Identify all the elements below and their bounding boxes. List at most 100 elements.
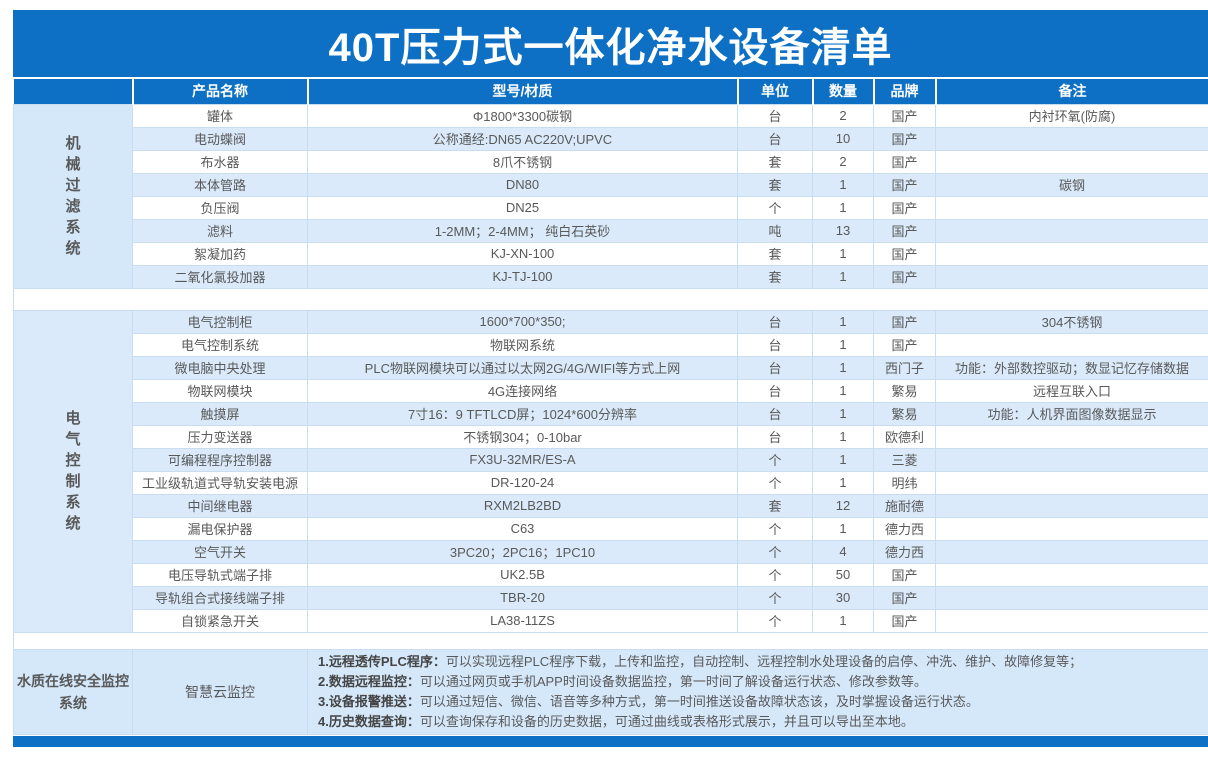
cell-unit: 个 xyxy=(737,195,813,220)
table-row: 物联网模块 4G连接网络台 1 繁易 远程互联入口 xyxy=(14,378,1208,403)
header-product-name: 产品名称 xyxy=(132,79,309,105)
cell-quantity: 1 xyxy=(812,447,874,472)
cell-unit: 个 xyxy=(737,447,813,472)
cell-quantity: 2 xyxy=(812,149,874,174)
header-quantity: 数量 xyxy=(812,79,875,105)
cell-brand: 国产 xyxy=(873,241,936,266)
cell-quantity: 1 xyxy=(812,264,874,289)
table-row: 电动蝶阀 公称通经:DN65 AC220V;UPVC 台 10 国产 xyxy=(14,126,1208,151)
cell-product-name: 布水器 xyxy=(132,149,308,174)
cell-model: C63 xyxy=(307,516,738,541)
feature-label: 2.数据远程监控： xyxy=(318,673,420,689)
cell-product-name: 智慧云监控 xyxy=(132,648,308,735)
section-gap-cell xyxy=(13,288,1208,310)
table-row: 压力变送器 不锈钢304；0-10bar 台 1 欧德利 xyxy=(14,424,1208,449)
cell-product-name: 二氧化氯投加器 xyxy=(132,264,308,289)
equipment-table: 产品名称 型号/材质 单位 数量 品牌 备注 机 械 过 滤 系 统罐体 Φ180… xyxy=(13,79,1208,735)
cell-model: TBR-20 xyxy=(307,585,738,610)
cell-quantity: 1 xyxy=(812,378,874,403)
table-row: 电压导轨式端子排 UK2.5B 个 50 国产 xyxy=(14,562,1208,587)
cell-unit: 个 xyxy=(737,562,813,587)
cell-brand: 明纬 xyxy=(873,470,936,495)
cell-remark xyxy=(935,332,1208,357)
table-row: 漏电保护器 C63 个 1 德力西 xyxy=(14,516,1208,541)
cell-product-name: 电动蝶阀 xyxy=(132,126,308,151)
cell-model: Φ1800*3300碳钢 xyxy=(307,103,738,128)
cell-quantity: 1 xyxy=(812,172,874,197)
cell-remark: 功能：外部数控驱动；数显记忆存储数据 xyxy=(935,355,1208,380)
header-unit: 单位 xyxy=(737,79,814,105)
cell-remark: 内衬环氧(防腐) xyxy=(935,103,1208,128)
feature-line: 3.设备报警推送：可以通过短信、微信、语音等多种方式，第一时间推送设备故障状态该… xyxy=(318,692,1198,712)
cell-unit: 台 xyxy=(737,103,813,128)
cell-unit: 吨 xyxy=(737,218,813,243)
cell-model: LA38-11ZS xyxy=(307,608,738,633)
cell-model: DN25 xyxy=(307,195,738,220)
cell-model: 1-2MM；2-4MM； 纯白石英砂 xyxy=(307,218,738,243)
cell-product-name: 自锁紧急开关 xyxy=(132,608,308,633)
header-category-blank xyxy=(13,79,134,105)
cell-unit: 台 xyxy=(737,401,813,426)
cell-model: DR-120-24 xyxy=(307,470,738,495)
feature-label: 3.设备报警推送： xyxy=(318,693,420,709)
cell-brand: 繁易 xyxy=(873,401,936,426)
category-cell: 机 械 过 滤 系 统 xyxy=(13,103,133,289)
cell-remark xyxy=(935,493,1208,518)
cell-model: KJ-TJ-100 xyxy=(307,264,738,289)
cell-quantity: 1 xyxy=(812,332,874,357)
cell-model: 4G连接网络 xyxy=(307,378,738,403)
cell-model: 1600*700*350; xyxy=(307,309,738,334)
cell-model: DN80 xyxy=(307,172,738,197)
cell-unit: 个 xyxy=(737,585,813,610)
equipment-list-sheet: 40T压力式一体化净水设备清单 产品名称 型号/材质 单位 数量 品牌 备注 机… xyxy=(13,10,1208,747)
cell-remark: 远程互联入口 xyxy=(935,378,1208,403)
cell-product-name: 压力变送器 xyxy=(132,424,308,449)
cell-remark xyxy=(935,470,1208,495)
cell-quantity: 1 xyxy=(812,401,874,426)
category-cell: 电 气 控 制 系 统 xyxy=(13,309,133,633)
section-gap-cell xyxy=(13,632,1208,649)
cell-brand: 三菱 xyxy=(873,447,936,472)
cell-unit: 套 xyxy=(737,264,813,289)
header-row: 产品名称 型号/材质 单位 数量 品牌 备注 xyxy=(13,79,1208,105)
feature-line: 4.历史数据查询：可以查询保存和设备的历史数据，可通过曲线或表格形式展示，并且可… xyxy=(318,712,1198,732)
cell-brand: 欧德利 xyxy=(873,424,936,449)
feature-text: 可以通过短信、微信、语音等多种方式，第一时间推送设备故障状态该，及时掌握设备运行… xyxy=(419,693,979,709)
cell-remark xyxy=(935,516,1208,541)
cell-product-name: 导轨组合式接线端子排 xyxy=(132,585,308,610)
table-row: 可编程程序控制器 FX3U-32MR/ES-A 个 1 三菱 xyxy=(14,447,1208,472)
table-row: 电 气 控 制 系 统电气控制柜 1600*700*350; 台 1 国产 304不锈钢 xyxy=(13,309,1208,633)
feature-label: 1.远程透传PLC程序： xyxy=(318,653,446,669)
cell-remark: 功能：人机界面图像数据显示 xyxy=(935,401,1208,426)
cell-brand: 国产 xyxy=(873,149,936,174)
cell-remark xyxy=(935,585,1208,610)
cell-quantity: 13 xyxy=(812,218,874,243)
cell-features: 1.远程透传PLC程序：可以实现远程PLC程序下载，上传和监控，自动控制、远程控… xyxy=(307,648,1208,735)
cell-unit: 套 xyxy=(737,493,813,518)
cell-quantity: 1 xyxy=(812,241,874,266)
cell-product-name: 絮凝加药 xyxy=(132,241,308,266)
table-row: 本体管路 DN80 套 1 国产 碳钢 xyxy=(14,172,1208,197)
header-remark: 备注 xyxy=(935,79,1208,105)
cell-quantity: 1 xyxy=(812,424,874,449)
table-row: 空气开关 3PC20；2PC16；1PC10 个 4 德力西 xyxy=(14,539,1208,564)
cell-unit: 个 xyxy=(737,516,813,541)
cell-remark xyxy=(935,218,1208,243)
cell-product-name: 物联网模块 xyxy=(132,378,308,403)
cell-product-name: 触摸屏 xyxy=(132,401,308,426)
cell-unit: 套 xyxy=(737,241,813,266)
table-row: 负压阀 DN25 个 1 国产 xyxy=(14,195,1208,220)
cell-brand: 繁易 xyxy=(873,378,936,403)
cell-product-name: 电气控制系统 xyxy=(132,332,308,357)
cell-product-name: 负压阀 xyxy=(132,195,308,220)
cell-product-name: 电气控制柜 xyxy=(132,309,308,334)
cell-unit: 台 xyxy=(737,309,813,334)
cell-model: 不锈钢304；0-10bar xyxy=(307,424,738,449)
cell-brand: 国产 xyxy=(873,585,936,610)
cell-product-name: 中间继电器 xyxy=(132,493,308,518)
cell-remark xyxy=(935,424,1208,449)
cell-remark xyxy=(935,447,1208,472)
cell-model: PLC物联网模块可以通过以太网2G/4G/WIFI等方式上网 xyxy=(307,355,738,380)
header-model: 型号/材质 xyxy=(307,79,739,105)
cell-quantity: 1 xyxy=(812,608,874,633)
